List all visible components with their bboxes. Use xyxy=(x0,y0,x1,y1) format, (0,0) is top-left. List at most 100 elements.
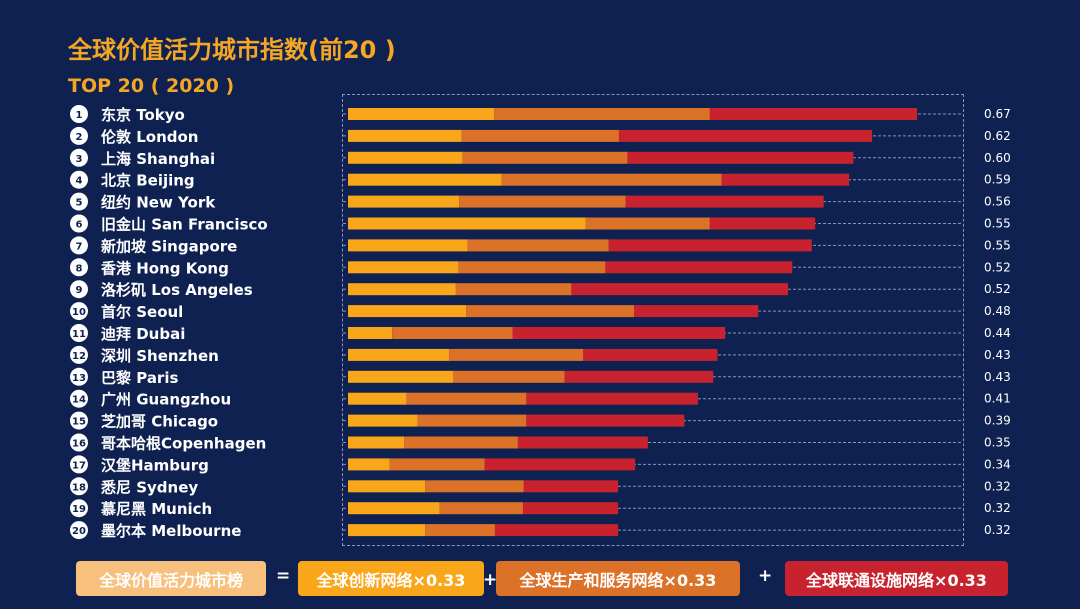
total-value-label: 0.60 xyxy=(984,151,1011,165)
total-value-label: 0.52 xyxy=(984,282,1011,296)
rank-badge xyxy=(70,499,88,518)
bar-segment-3 xyxy=(526,414,685,427)
bar-segment-2 xyxy=(389,458,485,471)
bar-segment-2 xyxy=(392,327,513,339)
city-label: 纽约 New York xyxy=(101,194,216,212)
total-value-label: 0.32 xyxy=(984,479,1011,493)
rank-number: 1 xyxy=(76,110,83,121)
rank-badge xyxy=(70,477,88,496)
city-label: 汉堡Hamburg xyxy=(101,456,209,474)
bar-segment-2 xyxy=(467,239,609,252)
bar-segment-3 xyxy=(709,217,816,230)
bar-segment-2 xyxy=(404,436,518,449)
bar-segment-3 xyxy=(526,392,698,405)
rank-number: 10 xyxy=(72,307,86,318)
total-value-label: 0.39 xyxy=(984,414,1011,428)
bar-segment-3 xyxy=(625,195,824,208)
rank-number: 5 xyxy=(76,198,83,209)
rank-number: 20 xyxy=(72,526,86,537)
total-value-label: 0.44 xyxy=(984,326,1011,340)
rank-number: 13 xyxy=(72,373,86,384)
formula-term-production: 全球生产和服务网络×0.33 xyxy=(496,561,740,596)
rank-badge xyxy=(70,324,88,342)
bar-segment-3 xyxy=(627,151,854,164)
rank-badge xyxy=(70,170,88,189)
city-label: 深圳 Shenzhen xyxy=(101,347,219,365)
total-value-label: 0.35 xyxy=(984,436,1011,450)
bar-segment-2 xyxy=(439,502,523,515)
bar-segment-3 xyxy=(571,283,788,296)
total-value-label: 0.43 xyxy=(984,370,1011,384)
bar-segment-3 xyxy=(517,436,648,449)
bar-segment-3 xyxy=(709,108,918,120)
plot-frame xyxy=(342,94,964,546)
bar-segment-3 xyxy=(484,458,636,471)
city-label: 慕尼黑 Munich xyxy=(100,500,212,518)
rank-badge xyxy=(70,236,88,255)
city-label: 新加坡 Singapore xyxy=(101,237,237,255)
bar-segment-1 xyxy=(348,305,467,318)
rank-badge xyxy=(70,280,88,299)
rank-number: 4 xyxy=(76,176,83,187)
rank-number: 19 xyxy=(72,504,86,515)
city-label: 墨尔本 Melbourne xyxy=(101,522,241,540)
bar-segment-2 xyxy=(453,370,565,383)
formula-result-box: 全球价值活力城市榜 xyxy=(76,561,266,596)
rank-number: 6 xyxy=(76,220,83,231)
bar-segment-3 xyxy=(522,502,619,515)
rank-number: 14 xyxy=(72,395,86,406)
rank-badge xyxy=(70,367,88,386)
formula-plus-2: + xyxy=(758,566,773,586)
formula-equals: = xyxy=(276,566,291,586)
bar-segment-2 xyxy=(425,524,495,537)
rank-badge xyxy=(70,148,88,167)
bar-segment-2 xyxy=(406,392,527,405)
city-label: 北京 Beijing xyxy=(101,172,195,190)
bar-segment-2 xyxy=(458,261,606,274)
formula-term-infrastructure: 全球联通设施网络×0.33 xyxy=(785,561,1008,596)
rank-number: 18 xyxy=(72,482,86,493)
bar-segment-1 xyxy=(348,327,393,339)
bar-segment-3 xyxy=(605,261,793,274)
rank-number: 7 xyxy=(76,241,83,252)
bar-segment-2 xyxy=(494,108,710,120)
total-value-label: 0.62 xyxy=(984,129,1011,143)
total-value-label: 0.32 xyxy=(984,501,1011,515)
bar-segment-2 xyxy=(417,414,527,427)
city-label: 哥本哈根Copenhagen xyxy=(101,435,266,453)
bar-segment-3 xyxy=(583,348,718,361)
bar-segment-1 xyxy=(348,392,407,405)
bar-segment-1 xyxy=(348,239,468,252)
bar-segment-1 xyxy=(348,283,456,296)
bar-segment-3 xyxy=(523,480,619,493)
bar-segment-1 xyxy=(348,348,450,361)
bar-segment-1 xyxy=(348,414,418,427)
bar-segment-2 xyxy=(449,348,584,361)
formula-term-innovation: 全球创新网络×0.33 xyxy=(298,561,484,596)
page-subtitle: TOP 20 ( 2020 ) xyxy=(68,75,235,97)
total-value-label: 0.67 xyxy=(984,107,1011,121)
rank-badge xyxy=(70,433,88,452)
bar-segment-1 xyxy=(348,480,426,493)
bar-segment-3 xyxy=(494,524,619,537)
rank-number: 9 xyxy=(76,285,83,296)
bar-segment-2 xyxy=(455,283,572,296)
rank-number: 15 xyxy=(72,417,86,428)
bar-segment-1 xyxy=(348,436,405,449)
city-label: 迪拜 Dubai xyxy=(101,325,185,343)
bar-segment-3 xyxy=(634,305,759,318)
total-value-label: 0.55 xyxy=(984,238,1011,252)
city-label: 芝加哥 Chicago xyxy=(101,413,218,431)
city-label: 上海 Shanghai xyxy=(101,150,215,168)
bar-segment-3 xyxy=(608,239,812,252)
total-value-label: 0.52 xyxy=(984,260,1011,274)
bar-segment-2 xyxy=(585,217,710,230)
rank-number: 11 xyxy=(72,329,86,340)
rank-badge xyxy=(70,258,88,277)
total-value-label: 0.32 xyxy=(984,523,1011,537)
rank-badge xyxy=(70,389,88,408)
rank-badge xyxy=(70,214,88,233)
rank-number: 2 xyxy=(76,132,83,143)
rank-number: 17 xyxy=(72,460,86,471)
bar-segment-2 xyxy=(501,173,722,186)
